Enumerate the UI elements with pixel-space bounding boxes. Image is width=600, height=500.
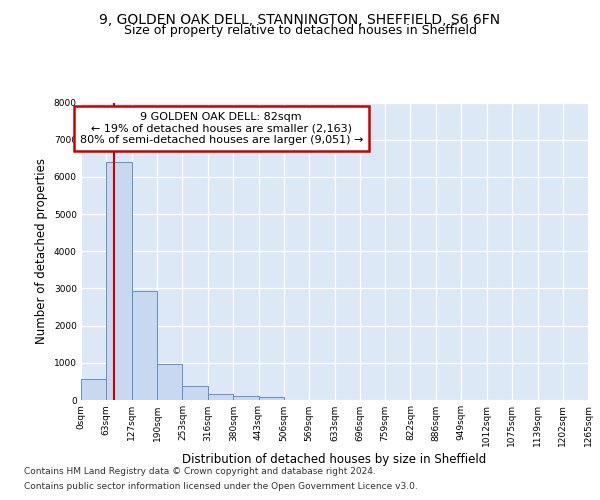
Bar [132, 292, 157, 400]
Text: Contains public sector information licensed under the Open Government Licence v3: Contains public sector information licen… [24, 482, 418, 491]
Text: 9 GOLDEN OAK DELL: 82sqm
← 19% of detached houses are smaller (2,163)
80% of sem: 9 GOLDEN OAK DELL: 82sqm ← 19% of detach… [80, 112, 363, 145]
Bar [157, 364, 182, 400]
Bar [182, 386, 208, 400]
Bar [233, 396, 259, 400]
Bar [81, 379, 106, 400]
Text: Size of property relative to detached houses in Sheffield: Size of property relative to detached ho… [124, 24, 476, 37]
Bar [208, 394, 233, 400]
Bar [259, 397, 284, 400]
Text: 9, GOLDEN OAK DELL, STANNINGTON, SHEFFIELD, S6 6FN: 9, GOLDEN OAK DELL, STANNINGTON, SHEFFIE… [100, 12, 500, 26]
X-axis label: Distribution of detached houses by size in Sheffield: Distribution of detached houses by size … [182, 453, 487, 466]
Text: Contains HM Land Registry data © Crown copyright and database right 2024.: Contains HM Land Registry data © Crown c… [24, 467, 376, 476]
Y-axis label: Number of detached properties: Number of detached properties [35, 158, 48, 344]
Bar [106, 162, 132, 400]
